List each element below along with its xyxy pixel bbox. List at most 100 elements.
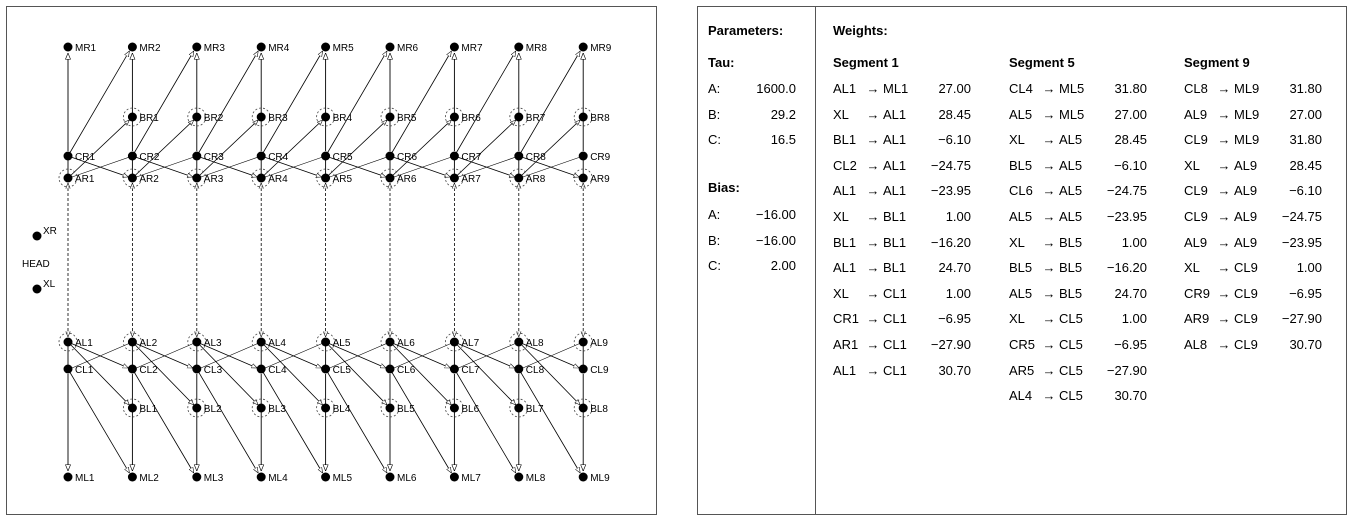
self-connection-loop [58, 168, 78, 188]
connection-line [454, 368, 515, 473]
neuron-node [127, 472, 137, 482]
weight-target: ML9 [1234, 81, 1260, 96]
neuron-label: BR4 [333, 113, 353, 124]
neuron-node [385, 173, 395, 183]
weight-source: AL5 [1009, 285, 1033, 301]
neuron-node [321, 337, 331, 347]
neuron-label: AL8 [526, 338, 544, 349]
neuron-label: CL3 [204, 365, 223, 376]
neuron-label: MR7 [461, 43, 483, 54]
connection-line [522, 341, 584, 369]
neuron-node [385, 42, 395, 52]
connection-line [458, 341, 519, 369]
weight-row: CL9 → AL9 −6.10 [1184, 183, 1324, 199]
neuron-label: AL2 [139, 338, 157, 349]
neuron-node [32, 284, 42, 294]
neuron-node [127, 42, 137, 52]
bias-label-b: B: [708, 233, 721, 248]
connection-line [260, 341, 322, 405]
neuron-label: CR3 [204, 152, 224, 163]
neuron-node [578, 472, 588, 482]
neuron-label: MR4 [268, 43, 290, 54]
bias-label-c: C: [708, 258, 721, 273]
connection-line [325, 120, 387, 179]
tau-label-b: B: [708, 107, 721, 122]
neuron-node [449, 337, 459, 347]
weight-target: CL9 [1234, 311, 1258, 327]
weights-group-title: Segment 5 [1009, 55, 1075, 70]
weight-target: ML5 [1059, 106, 1085, 122]
self-connection-loop [380, 332, 400, 352]
weight-source: AL9 [1184, 234, 1208, 250]
connection-line [67, 341, 128, 369]
weight-row: AL8 → CL9 30.70 [1184, 337, 1324, 353]
weight-value: 28.45 [938, 106, 971, 122]
self-connection-loop [251, 398, 271, 418]
neuron-label: AR7 [461, 174, 481, 185]
weight-source: BL1 [833, 234, 857, 250]
weight-row: AL1 → ML1 27.00 [833, 81, 973, 97]
self-connection-loop [251, 168, 271, 188]
weight-value: −27.90 [1106, 362, 1147, 378]
neuron-label: CL5 [333, 365, 352, 376]
self-connection-loop [316, 107, 336, 127]
arrow-icon: → [1217, 209, 1231, 224]
weight-source: AR5 [1009, 362, 1035, 378]
weight-row: AL5 → BL5 24.70 [1009, 286, 1149, 302]
connection-line [132, 368, 193, 473]
neuron-label: BR3 [268, 113, 288, 124]
arrow-icon: → [1217, 183, 1231, 199]
weight-value: −24.75 [1106, 183, 1147, 199]
neuron-node [321, 472, 331, 482]
weight-source: CL8 [1184, 81, 1208, 96]
weight-value: −16.20 [1106, 260, 1147, 276]
connection-line [200, 155, 262, 178]
weight-target: AL1 [883, 183, 907, 199]
neuron-node [63, 337, 73, 347]
neuron-label: BR1 [139, 113, 159, 124]
arrow-icon: → [1042, 157, 1056, 173]
self-connection-loop [444, 107, 464, 127]
weight-source: CL9 [1184, 209, 1208, 224]
connection-line [454, 155, 514, 177]
weight-target: BL1 [883, 260, 907, 276]
weight-value: 1.00 [1296, 260, 1322, 276]
connection-line [200, 341, 262, 369]
neuron-node [449, 151, 459, 161]
neuron-node [32, 231, 42, 241]
bias-value-a: −16.00 [755, 207, 796, 222]
neuron-label: ML2 [139, 473, 159, 484]
weight-value: 30.70 [1289, 337, 1322, 352]
connection-line [454, 51, 515, 157]
neuron-label: AR4 [268, 174, 288, 185]
self-connection-loop [380, 168, 400, 188]
weight-source: BL5 [1009, 157, 1033, 173]
connection-line [389, 341, 451, 405]
weight-row: CL8 → ML9 31.80 [1184, 81, 1324, 97]
neuron-label: AR1 [75, 174, 95, 185]
weight-source: XL [1184, 260, 1200, 276]
weight-source: XL [833, 106, 849, 122]
weight-value: 1.00 [1121, 234, 1147, 250]
connection-line [260, 51, 322, 157]
connection-line [454, 120, 515, 179]
neuron-label: MR3 [204, 43, 226, 54]
self-connection-loop [444, 168, 464, 188]
neuron-node [514, 472, 524, 482]
weight-row: AL4 → CL5 30.70 [1009, 388, 1149, 404]
weight-value: 1.00 [1121, 311, 1147, 327]
weight-row: AL5 → ML5 27.00 [1009, 107, 1149, 123]
connection-line [389, 51, 451, 157]
connection-line [518, 368, 580, 473]
connection-line [325, 341, 387, 405]
neuron-label: MR1 [75, 43, 97, 54]
weight-source: CR1 [833, 311, 860, 327]
connection-line [454, 341, 514, 369]
neuron-label: BR5 [397, 113, 417, 124]
neuron-label: AL6 [397, 338, 415, 349]
neuron-label: ML3 [204, 473, 224, 484]
neuron-label: BL6 [461, 404, 479, 415]
weight-target: AL1 [883, 132, 907, 148]
neuron-label: CL4 [268, 365, 287, 376]
weight-target: AL5 [1059, 132, 1083, 148]
